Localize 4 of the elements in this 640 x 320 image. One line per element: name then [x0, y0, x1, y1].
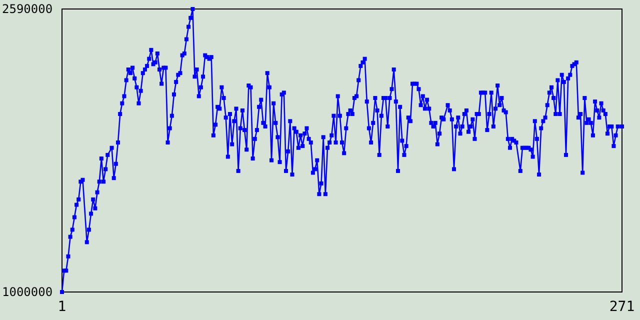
x-tick-label: 271: [609, 298, 635, 315]
x-tick-label: 1: [58, 298, 66, 315]
y-tick-label: 1000000: [2, 284, 53, 299]
y-tick-label: 2590000: [2, 2, 53, 16]
